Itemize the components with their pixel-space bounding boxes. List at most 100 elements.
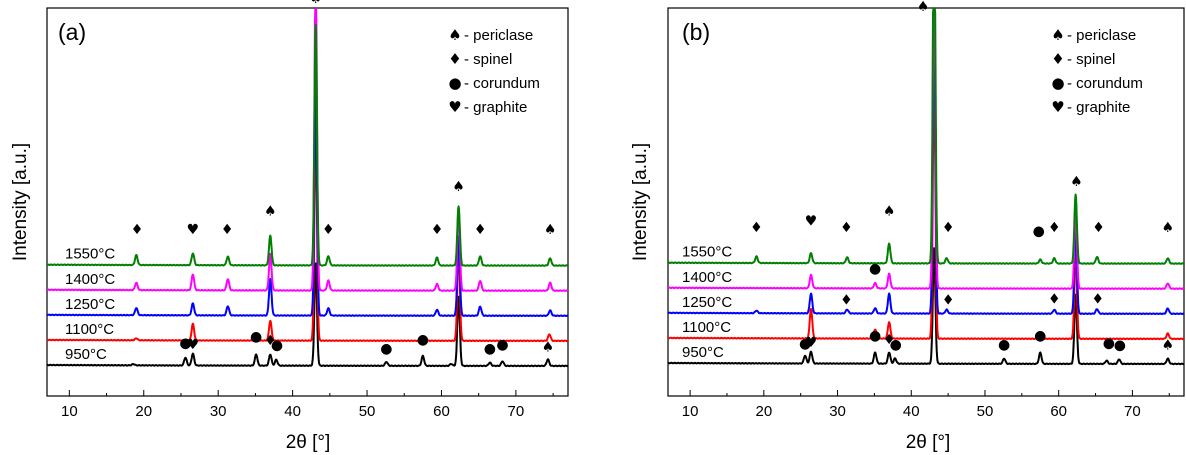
legend-symbol: ● bbox=[1051, 74, 1064, 92]
phase-marker: ♥ bbox=[805, 213, 818, 229]
x-tick-label: 20 bbox=[135, 403, 152, 420]
phase-marker: ● bbox=[271, 338, 283, 354]
legend-symbol: ♥ bbox=[1051, 98, 1064, 116]
legend-label: - corundum bbox=[464, 75, 540, 92]
phase-marker: ♠ bbox=[1162, 337, 1175, 353]
phase-marker: ● bbox=[869, 328, 881, 344]
x-tick-label: 60 bbox=[433, 403, 450, 420]
panel-label: (b) bbox=[682, 19, 710, 45]
legend-symbol: ♠ bbox=[1051, 26, 1064, 44]
phase-marker: ♦ bbox=[883, 332, 896, 348]
x-tick-label: 10 bbox=[61, 403, 78, 420]
series-trace bbox=[667, 73, 1185, 341]
phase-marker: ♦ bbox=[1048, 291, 1061, 307]
series-trace bbox=[46, 128, 569, 343]
x-tick-label: 70 bbox=[1124, 403, 1141, 420]
series-label: 1550°C bbox=[65, 246, 115, 263]
x-tick-label: 30 bbox=[210, 403, 227, 420]
series-trace bbox=[46, 83, 569, 317]
y-axis-label: Intensity [a.u.] bbox=[630, 143, 651, 261]
series-label: 1100°C bbox=[682, 319, 731, 336]
phase-marker: ● bbox=[869, 261, 881, 277]
legend-label: - periclase bbox=[464, 27, 533, 44]
phase-marker: ♠ bbox=[542, 339, 555, 355]
series-trace bbox=[667, 8, 1185, 290]
phase-marker: ● bbox=[1103, 336, 1115, 352]
temperature-labels: 950°C 1100°C 1250°C 1400°C 1550°C bbox=[682, 244, 732, 361]
phase-marker: ♦ bbox=[221, 222, 234, 238]
phase-marker: ♦ bbox=[942, 220, 955, 236]
phase-marker: ● bbox=[890, 337, 902, 353]
legend-symbol: ♦ bbox=[448, 50, 461, 68]
series-label: 1400°C bbox=[65, 271, 115, 288]
legend-label: - periclase bbox=[1067, 27, 1136, 44]
series-trace bbox=[667, 247, 1185, 366]
phase-marker: ● bbox=[799, 336, 811, 352]
x-tick-label: 10 bbox=[682, 403, 699, 420]
phase-marker: ♠ bbox=[883, 204, 896, 220]
legend-label: - graphite bbox=[464, 99, 527, 116]
x-axis-ticks: 10 20 30 40 50 60 70 bbox=[61, 390, 554, 420]
phase-marker: ● bbox=[998, 337, 1010, 353]
series-label: 1550°C bbox=[682, 244, 732, 261]
series-label: 1400°C bbox=[682, 269, 732, 286]
phase-marker: ♦ bbox=[131, 222, 144, 238]
phase-marker: ● bbox=[496, 337, 508, 353]
x-tick-label: 20 bbox=[755, 403, 772, 420]
x-tick-label: 60 bbox=[1050, 403, 1067, 420]
phase-marker: ♥ bbox=[187, 222, 200, 238]
phase-marker: ♦ bbox=[840, 220, 853, 236]
series-trace bbox=[46, 8, 569, 292]
phase-marker: ♠ bbox=[1162, 220, 1175, 236]
x-axis-ticks: 10 20 30 40 50 60 70 bbox=[682, 390, 1170, 420]
x-tick-label: 70 bbox=[508, 403, 525, 420]
phase-marker: ● bbox=[1033, 223, 1045, 239]
series-label: 1250°C bbox=[682, 294, 732, 311]
diffraction-traces bbox=[46, 8, 569, 368]
legend-symbol: ♥ bbox=[448, 98, 461, 116]
phase-marker: ♦ bbox=[1091, 291, 1104, 307]
phase-markers: ♦♥♦♠♠♦♦♠♦♠●♥●♦●●●●●♠ bbox=[131, 0, 557, 357]
diffraction-traces bbox=[667, 8, 1185, 366]
x-axis-label: 2θ [°] bbox=[286, 432, 331, 453]
panel-a: 10 20 30 40 50 60 70 950°C 1100°C 1250°C 1400°C 15… bbox=[10, 0, 569, 453]
phase-marker: ● bbox=[484, 341, 496, 357]
legend-symbol: ♦ bbox=[1051, 50, 1064, 68]
legend-label: - spinel bbox=[464, 51, 512, 68]
phase-marker: ♦ bbox=[1048, 220, 1061, 236]
phase-marker: ♦ bbox=[1092, 220, 1105, 236]
phase-marker: ♥ bbox=[805, 335, 818, 351]
legend-label: - graphite bbox=[1067, 99, 1130, 116]
x-axis-label: 2θ [°] bbox=[906, 432, 951, 453]
series-trace bbox=[667, 15, 1185, 315]
phase-legend: ♠ - periclase♦ - spinel● - corundum♥ - graph… bbox=[448, 26, 540, 116]
x-tick-label: 50 bbox=[977, 403, 994, 420]
legend-label: - spinel bbox=[1067, 51, 1115, 68]
phase-marker: ● bbox=[417, 332, 429, 348]
plot-frame bbox=[46, 7, 569, 397]
temperature-labels: 950°C 1100°C 1250°C 1400°C 1550°C bbox=[65, 246, 115, 363]
panel-b: 10 20 30 40 50 60 70 950°C 1100°C 1250°C 1400°C 15… bbox=[630, 0, 1185, 453]
series-trace bbox=[46, 23, 569, 267]
series-trace bbox=[46, 262, 569, 368]
phase-marker: ● bbox=[380, 341, 392, 357]
phase-marker: ♠ bbox=[309, 0, 322, 7]
phase-marker: ♠ bbox=[264, 204, 277, 220]
y-axis-label: Intensity [a.u.] bbox=[10, 143, 31, 261]
series-label: 950°C bbox=[65, 346, 107, 363]
phase-marker: ♦ bbox=[264, 333, 277, 349]
x-tick-label: 50 bbox=[359, 403, 376, 420]
x-tick-label: 30 bbox=[829, 403, 846, 420]
legend-label: - corundum bbox=[1067, 75, 1143, 92]
phase-marker: ♠ bbox=[917, 0, 930, 15]
phase-marker: ♠ bbox=[452, 179, 465, 195]
phase-marker: ● bbox=[250, 329, 262, 345]
phase-marker: ● bbox=[1114, 337, 1126, 353]
phase-marker: ♦ bbox=[942, 293, 955, 309]
phase-marker: ♠ bbox=[1070, 174, 1083, 190]
phase-marker: ♠ bbox=[544, 222, 557, 238]
panel-label: (a) bbox=[58, 19, 86, 45]
phase-marker: ● bbox=[179, 336, 191, 352]
phase-marker: ♦ bbox=[431, 222, 444, 238]
